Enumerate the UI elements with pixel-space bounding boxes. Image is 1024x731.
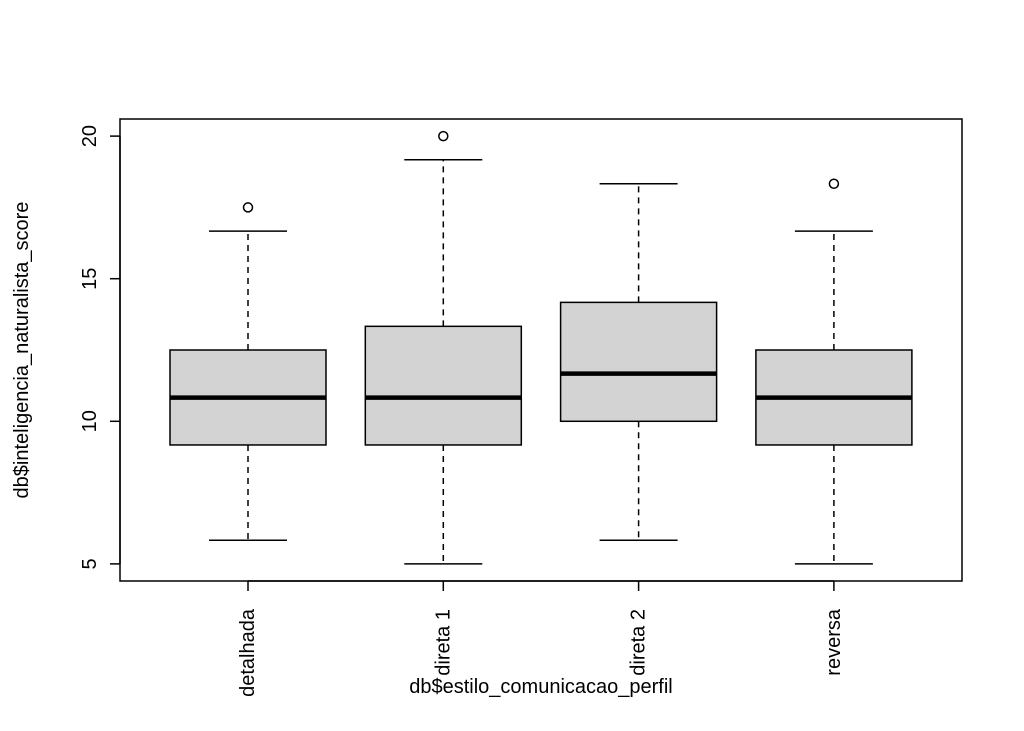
y-tick-label: 15: [79, 268, 101, 290]
box-group: [169, 202, 327, 541]
x-axis-label: db$estilo_comunicacao_perfil: [409, 676, 673, 698]
box-group: [364, 130, 523, 565]
x-axis: detalhada direta 1 direta 2 reversa: [237, 580, 845, 697]
outlier-point: [828, 178, 840, 189]
x-tick-label: direta 2: [628, 609, 650, 676]
outlier-point: [438, 130, 449, 142]
y-tick-label: 10: [79, 410, 101, 432]
x-tick-label: detalhada: [237, 608, 259, 697]
y-axis-label: db$inteligencia_naturalista_score: [11, 202, 33, 499]
iqr-box: [559, 301, 718, 423]
y-tick-label: 20: [79, 125, 101, 147]
x-tick-label: reversa: [823, 608, 845, 676]
box-group: [755, 178, 913, 565]
y-tick-label: 5: [79, 558, 101, 569]
x-tick-label: direta 1: [432, 609, 454, 676]
y-axis: 5 10 15 20: [79, 125, 121, 569]
boxes-layer: [169, 130, 913, 565]
box-group: [559, 182, 718, 541]
outlier-point: [242, 202, 254, 213]
iqr-box: [364, 325, 523, 446]
